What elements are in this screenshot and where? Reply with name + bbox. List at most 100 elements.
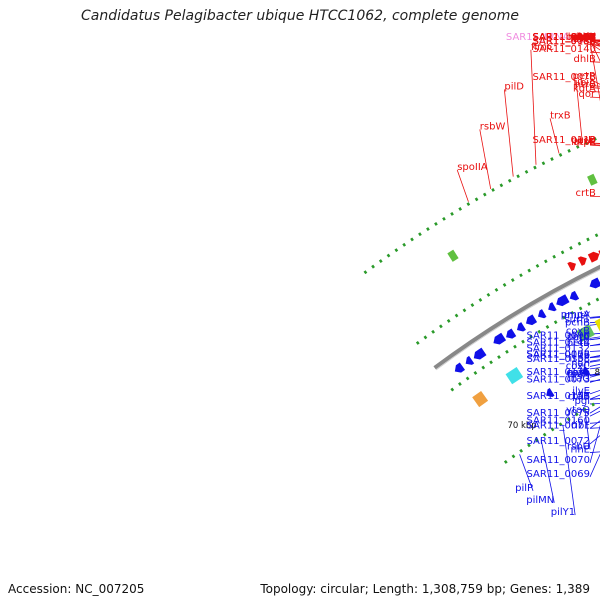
forward-gene-label: SAR11_0113 [533, 32, 597, 43]
reverse-gene-label: ytoQ [566, 405, 590, 416]
forward-gene-label: spoIIA [457, 162, 488, 173]
reverse-gene-label: pgi [575, 396, 590, 407]
forward-gene-label: fimC [531, 42, 554, 53]
forward-leader-line [589, 39, 600, 62]
forward-leader-line [530, 49, 537, 165]
forward-gene-label: lytB [576, 32, 596, 43]
forward-gene-label: trxB [550, 110, 571, 121]
reverse-gene-arrow [493, 332, 507, 345]
reverse-gene-label: SAR11_0156 [527, 391, 591, 402]
reverse-gene-label: thrC [569, 332, 590, 343]
reverse-gene-label: pilMN [526, 495, 554, 506]
forward-label-lines [456, 39, 600, 202]
forward-gene-label: uvrC [573, 32, 596, 43]
reverse-gene-label: coxC [566, 361, 590, 372]
genes-value: 1,389 [555, 582, 590, 596]
genes-label: Genes: [509, 582, 552, 596]
forward-gene-label: SAR11_0140 [533, 44, 597, 55]
length-value: 1,308,759 bp [421, 582, 502, 596]
reverse-gene-arrow [506, 328, 517, 339]
reverse-gene-label: SAR11_0160 [527, 415, 591, 426]
reverse-gene-label: petA [567, 332, 590, 343]
forward-leader-line [503, 89, 514, 177]
forward-gene-label: spoU [571, 32, 596, 43]
reverse-leader-line [584, 411, 591, 450]
forward-leader-line [575, 79, 583, 143]
reverse-label-lines [519, 316, 600, 516]
forward-leader-line [589, 195, 600, 197]
reverse-gene-arrow [569, 290, 580, 301]
reverse-gene-label: SAR11_0070 [527, 455, 591, 466]
forward-gene-label: SAR11_tRNA_r_29 [506, 32, 596, 43]
reverse-gene-label: pmpA [561, 309, 590, 320]
reverse-gene-label: petB [567, 338, 590, 349]
forward-gene-label: SAR11_0082 [533, 36, 597, 47]
reverse-leader-line [540, 439, 555, 503]
forward-gene-label: petP [574, 32, 596, 43]
forward-leader-line [589, 144, 600, 146]
forward-gene-label: petR [573, 71, 596, 82]
reverse-gene-label: pilT [572, 391, 591, 402]
kbp-tick-label: 70 kbp [507, 421, 536, 431]
reverse-gene-label: nah [571, 358, 590, 369]
forward-gene-label: pilD [504, 81, 524, 92]
kbp-tick-label: 80 kbp [595, 368, 600, 378]
topology-label: Topology: [260, 582, 317, 596]
forward-gene-label: SAR11_0078 [533, 72, 597, 83]
reverse-gene-arrow [516, 322, 526, 332]
forward-gene-label: SAR11_0093 [533, 32, 597, 43]
forward-gene-label: rnhB [572, 32, 596, 43]
forward-outer-block [447, 249, 459, 262]
forward-gene-label: rnhA [572, 32, 596, 43]
forward-gene-label: SAR11_0118 [533, 135, 597, 146]
forward-leader-line [479, 129, 492, 190]
reverse-gene-label: SAR11_0075 [527, 408, 591, 419]
forward-gene-label: htrB [575, 80, 596, 91]
forward-gene-label: rsbW [480, 121, 506, 132]
reverse-gene-label: pilY1 [551, 507, 575, 518]
reverse-gene-label: SAR11_0106 [527, 350, 591, 361]
forward-gene-label: atpF [574, 32, 596, 43]
reverse-gene-label: coxB [566, 326, 590, 337]
forward-gene-label: kdtA [573, 83, 596, 94]
forward-gene-label: crtB [575, 188, 596, 199]
reverse-outer-arrow [546, 388, 555, 398]
reverse-gene-arrow [454, 362, 466, 373]
forward-gene-labels: spoIIA rsbW pilD fimC trxB SAR11_0078 uvrBfolB… [457, 32, 596, 199]
accession-value: NC_007205 [75, 582, 145, 596]
reverse-gene-arrow [589, 277, 600, 289]
forward-gene-label: SAR11_0107 [533, 32, 597, 43]
forward-leader-line [589, 96, 600, 98]
reverse-gene-arrow [537, 309, 547, 319]
reverse-gene-label: SAR11_0072 [527, 436, 591, 447]
reverse-gene-label: ribF [571, 420, 590, 431]
gene-features [447, 173, 600, 408]
forward-gene-label: qor [579, 89, 596, 100]
reverse-gene-label: aatA [567, 368, 590, 379]
reverse-gene-label: pcnB [565, 317, 590, 328]
forward-gene-label: pgsA [571, 32, 596, 43]
genome-stats: Topology: circular; Length: 1,308,759 bp… [260, 582, 590, 596]
reverse-cog-block [576, 324, 595, 342]
forward-leader-line [456, 169, 469, 202]
reverse-gene-label: ctaG [567, 373, 590, 384]
reverse-gene-label: SAR11_0152 [527, 350, 591, 361]
forward-gene-label: greA [573, 32, 596, 43]
forward-gene-label: cdfA [574, 32, 596, 43]
reverse-gene-label: SAR11_0073 [527, 374, 591, 385]
forward-gene-label: hemF [568, 32, 596, 43]
reverse-gene-label: SAR11_0076 [527, 349, 591, 360]
reverse-gene-label: mutY [564, 310, 591, 321]
forward-gene-label: lgt [583, 35, 596, 46]
reverse-cog-block [594, 314, 600, 332]
reverse-gene-label: cox1 [566, 368, 590, 379]
forward-gene-label: atpB [573, 32, 596, 43]
reverse-gene-label: SAR11_0090 [527, 330, 591, 341]
forward-gene-label: thrB [575, 32, 596, 43]
reverse-gene-label: SAR11_0071 [527, 420, 591, 431]
forward-gene-label: prsA [573, 32, 596, 43]
reverse-gene-label: SAR11_0138 [527, 354, 591, 365]
forward-gene-label: ubiA [574, 78, 596, 89]
